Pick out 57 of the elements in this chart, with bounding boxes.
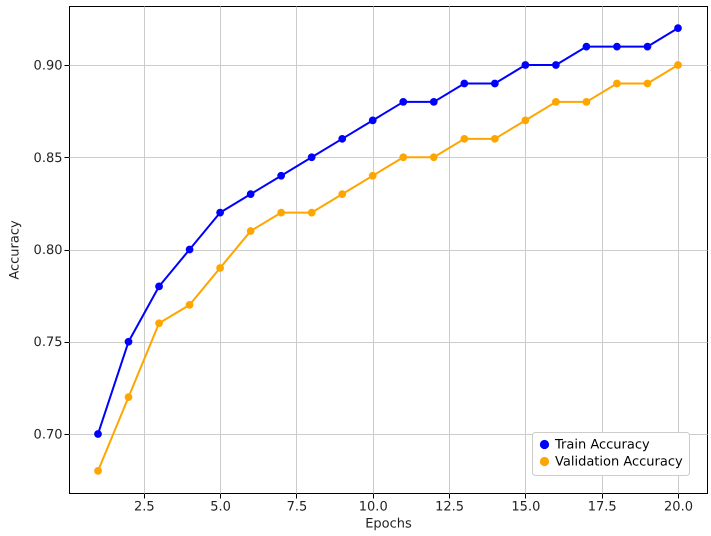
point [155,282,163,290]
point [277,208,286,216]
y-tick-label: 0.85 [34,150,62,166]
point [490,80,499,88]
point [582,98,590,106]
point [552,61,560,69]
point [155,319,163,328]
point [521,61,530,69]
point [308,153,316,162]
legend-label: Train Accuracy [554,438,650,452]
point [430,153,438,162]
point [246,227,255,235]
y-tick-label: 0.75 [34,335,62,350]
y-axis-title: Accuracy [8,220,23,280]
legend-label: Validation Accuracy [555,454,683,470]
x-tick-label: 10.0 [358,500,388,514]
point [94,430,102,438]
point [186,246,194,254]
x-tick-label: 2.5 [134,500,155,514]
point [124,393,132,401]
point [399,98,408,106]
x-tick-label: 15.0 [511,500,540,514]
x-tick-label: 12.5 [435,500,464,514]
x-tick-label: 7.5 [286,500,308,514]
x-axis-title: Epochs [365,516,412,532]
x-tick-label: 20.0 [664,500,693,514]
point [124,338,132,346]
point [246,190,255,198]
point [399,153,408,162]
point [216,264,224,272]
point [186,300,194,309]
y-tick-label: 0.90 [34,58,62,74]
point [94,467,102,475]
point [216,208,224,216]
point [674,24,682,32]
point [490,134,499,143]
point [368,116,377,124]
x-tick-label: 5.0 [210,500,231,514]
point [613,42,621,50]
point [613,80,621,88]
point [644,42,652,50]
point [552,98,560,106]
x-tick-label: 17.5 [588,500,617,514]
point [430,98,438,106]
point [460,80,468,88]
point [338,134,346,143]
point [368,172,377,180]
y-tick-label: 0.70 [34,427,62,442]
point [338,190,346,198]
point [308,208,316,216]
point [582,42,590,50]
point [521,116,530,124]
point [460,134,468,143]
point [277,172,286,180]
point [644,80,652,88]
y-tick-label: 0.80 [34,243,62,258]
point [674,61,682,69]
